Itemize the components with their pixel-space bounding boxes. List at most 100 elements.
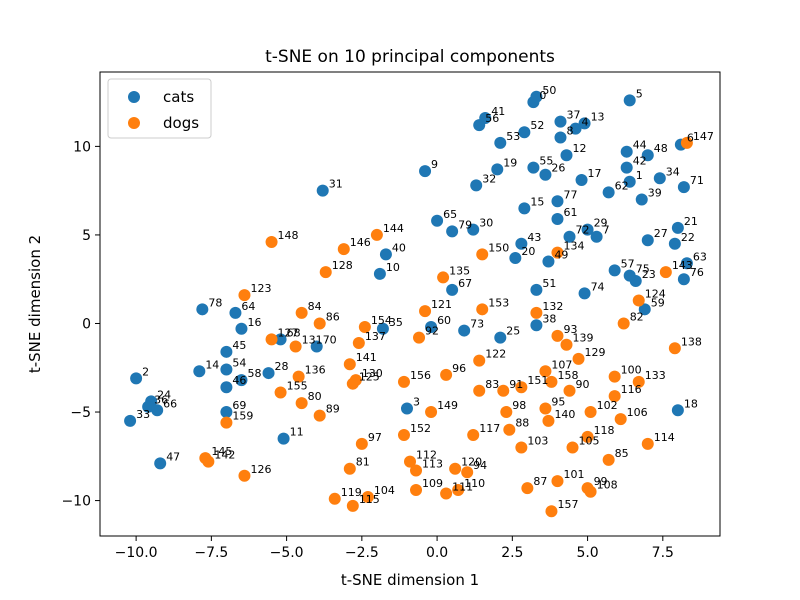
point-label: 32 — [482, 172, 496, 185]
point-label: 83 — [485, 378, 499, 391]
point-label: 158 — [557, 369, 578, 382]
point-label: 94 — [473, 459, 487, 472]
point-label: 92 — [425, 325, 439, 338]
dogs-point — [515, 381, 528, 394]
point-label: 14 — [205, 358, 219, 371]
cats-point — [530, 283, 543, 296]
point-label: 141 — [356, 351, 377, 364]
dogs-point — [404, 455, 416, 468]
point-label: 57 — [621, 257, 635, 270]
point-label: 129 — [585, 346, 606, 359]
plot-frame — [99, 71, 721, 537]
dogs-point — [632, 294, 645, 307]
point-label: 95 — [551, 395, 565, 408]
cats-point — [220, 345, 233, 358]
point-label: 16 — [247, 316, 261, 329]
cats-point — [220, 381, 233, 394]
point-label: 53 — [506, 130, 520, 143]
point-label: 113 — [422, 457, 443, 470]
point-label: 69 — [232, 399, 246, 412]
point-label: 114 — [654, 431, 675, 444]
point-label: 136 — [305, 364, 326, 377]
point-label: 80 — [308, 390, 322, 403]
point-label: 107 — [551, 358, 572, 371]
dogs-point — [295, 397, 308, 410]
dogs-point — [461, 466, 474, 479]
point-label: 118 — [594, 424, 615, 437]
y-tick-label: −5 — [70, 405, 91, 421]
point-label: 131 — [302, 334, 323, 347]
cats-point — [623, 175, 636, 188]
point-label: 105 — [579, 434, 600, 447]
point-label: 154 — [371, 314, 392, 327]
point-label: 84 — [308, 300, 322, 313]
point-label: 44 — [633, 139, 647, 152]
cats-point — [677, 273, 690, 286]
point-label: 90 — [576, 378, 590, 391]
dogs-point — [238, 469, 251, 482]
cats-point — [569, 122, 582, 135]
cats-point — [431, 214, 444, 227]
point-label: 1 — [636, 169, 643, 182]
cats-point — [620, 161, 633, 174]
cats-point — [560, 149, 573, 162]
point-label: 7 — [603, 224, 610, 237]
dogs-point — [659, 266, 672, 279]
cats-point — [196, 303, 209, 316]
point-label: 36 — [154, 394, 168, 407]
cats-point — [494, 136, 507, 149]
x-tick-label: 7.5 — [652, 545, 674, 561]
point-label: 116 — [621, 383, 642, 396]
cats-point — [310, 340, 323, 353]
cats-point — [446, 225, 459, 238]
cats-point — [530, 319, 543, 332]
dogs-point — [238, 289, 251, 302]
dogs-point — [413, 331, 426, 344]
dogs-point — [539, 402, 552, 415]
cats-point — [623, 269, 636, 282]
cats-point — [578, 117, 591, 130]
point-label: 85 — [615, 447, 629, 460]
dogs-point — [497, 384, 510, 397]
cats-point — [229, 306, 242, 319]
dogs-point — [397, 429, 410, 442]
point-label: 151 — [527, 374, 548, 387]
point-label: 23 — [642, 268, 656, 281]
point-label: 9 — [431, 158, 438, 171]
point-label: 33 — [136, 408, 150, 421]
cats-point — [668, 237, 681, 250]
dogs-point — [515, 441, 528, 454]
cats-point — [467, 223, 480, 236]
cats-point — [575, 174, 588, 187]
point-label: 28 — [275, 360, 289, 373]
dogs-point — [473, 384, 486, 397]
dogs-point — [313, 409, 326, 422]
dogs-point — [358, 321, 371, 334]
legend-marker-cats — [128, 91, 140, 103]
cats-point — [620, 145, 633, 158]
point-label: 124 — [645, 287, 666, 300]
cats-point — [671, 221, 684, 234]
point-label: 52 — [530, 119, 544, 132]
point-label: 140 — [554, 408, 575, 421]
point-label: 121 — [431, 298, 452, 311]
point-label: 66 — [163, 397, 177, 410]
x-axis-label: t-SNE dimension 1 — [341, 571, 479, 589]
cats-point — [220, 363, 233, 376]
dogs-point — [361, 491, 374, 504]
point-label: 134 — [563, 240, 584, 253]
dogs-point — [289, 340, 302, 353]
point-label: 55 — [539, 155, 553, 168]
x-tick-label: −5.0 — [270, 545, 304, 561]
point-label: 91 — [509, 378, 523, 391]
dogs-point — [551, 246, 564, 259]
point-label: 2 — [142, 365, 149, 378]
point-label: 119 — [341, 486, 362, 499]
dogs-point — [437, 271, 450, 284]
point-label: 31 — [329, 178, 343, 191]
point-label: 0 — [539, 89, 546, 102]
point-label: 21 — [684, 215, 698, 228]
point-label: 58 — [247, 367, 261, 380]
cats-point — [274, 333, 287, 346]
dogs-point — [542, 414, 555, 427]
